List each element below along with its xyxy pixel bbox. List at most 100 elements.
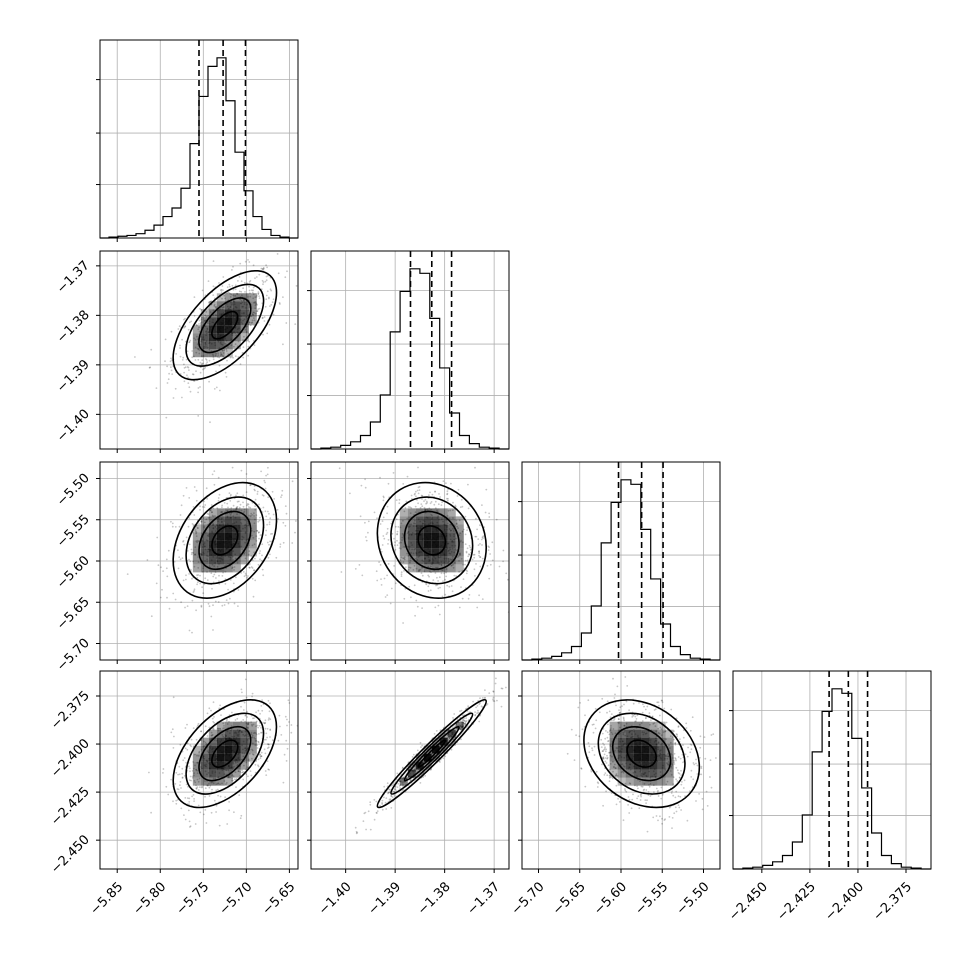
sample-point [488,692,491,694]
sample-point [466,570,469,572]
sample-point [418,485,421,488]
sample-point [269,736,271,738]
sample-point [212,720,215,723]
sample-point [398,498,401,501]
sample-point [196,761,199,764]
sample-point [212,727,215,730]
sample-point [251,749,254,752]
sample-point [194,553,197,556]
sample-point [587,699,590,702]
sample-point [455,522,458,525]
density-cell [423,516,432,525]
sample-point [184,747,187,750]
sample-point [268,297,270,300]
sample-point [285,760,288,762]
sample-point [612,770,614,773]
sample-point [618,801,621,803]
sample-point [657,727,660,730]
density-cell [248,516,257,525]
sample-point [181,776,184,779]
sample-point [279,303,281,305]
sample-point [501,687,504,690]
sample-point [242,501,244,504]
density-cell [415,532,424,541]
sample-point [248,550,251,552]
sample-point [606,731,609,734]
sample-point [203,320,206,323]
sample-point [287,699,290,702]
sample-point [457,527,459,530]
density-cell [216,333,225,342]
sample-point [464,722,467,725]
sample-point [673,752,676,755]
density-cell [657,737,666,746]
sample-point [255,535,258,537]
sample-point [625,700,628,703]
sample-point [244,557,247,560]
sample-point [221,297,223,300]
sample-point [213,483,216,486]
sample-point [400,547,402,550]
sample-point [198,751,201,754]
sample-point [500,705,503,708]
sample-point [170,357,172,360]
sample-point [254,304,257,307]
sample-point [426,502,428,504]
y-tick-label: −5.55 [54,512,93,551]
density-cell [455,556,464,565]
sample-point [188,369,190,371]
sample-point [255,725,257,728]
sample-point [650,719,652,722]
sample-point [253,569,256,572]
sample-point [192,373,195,376]
sample-point [676,733,678,736]
density-cell [192,341,201,350]
sample-point [255,733,258,736]
sample-point [466,526,469,529]
density-cell [232,548,241,557]
sample-point [210,504,213,506]
sample-point [227,506,229,509]
density-cell [455,564,464,573]
sample-point [622,819,625,822]
sample-point [204,787,207,790]
sample-point [467,597,470,600]
sample-point [367,810,370,813]
sample-point [188,558,190,561]
sample-point [594,727,597,730]
sample-point [249,484,252,487]
sample-point [197,556,200,558]
sample-point [228,801,231,803]
sample-point [214,515,216,517]
sample-point [184,366,187,369]
sample-point [193,588,196,591]
sample-point [660,699,663,702]
sample-point [247,723,250,725]
sample-point [260,731,262,734]
sample-point [249,566,251,569]
sample-point [628,709,630,712]
sample-point [647,791,650,793]
sample-point [613,766,615,769]
sample-point [606,711,608,714]
sample-point [264,481,266,484]
sample-point [134,356,136,358]
sample-point [177,328,180,330]
sample-point [635,720,637,723]
sample-point [218,364,221,367]
sample-point [392,790,395,793]
sample-point [199,322,202,324]
sample-point [271,301,274,304]
sample-point [369,803,372,806]
sample-point [458,570,460,573]
sample-point [381,808,384,811]
sample-point [195,489,198,492]
density-cell [200,317,209,326]
contour-level-0 [417,739,447,768]
sample-point [233,566,236,568]
sample-point [654,708,657,711]
sample-point [188,765,190,768]
sample-point [403,557,405,560]
sample-point [477,709,479,712]
sample-point [459,506,462,509]
